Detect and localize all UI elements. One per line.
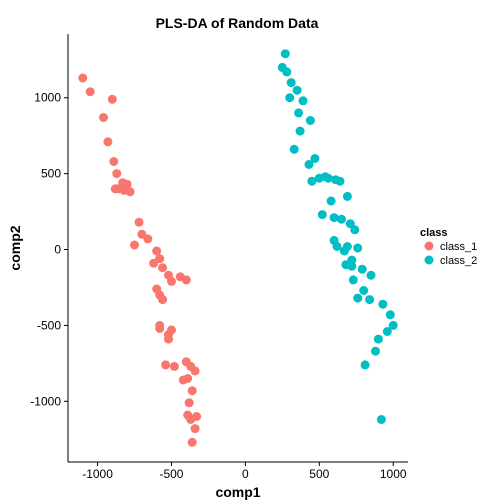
x-tick-label: -1000 <box>82 467 113 481</box>
point-class_2-0 <box>281 49 290 58</box>
point-class_1-32 <box>164 335 173 344</box>
point-class_1-33 <box>161 360 170 369</box>
point-class_2-37 <box>359 286 368 295</box>
point-class_2-44 <box>374 335 383 344</box>
point-class_2-45 <box>371 347 380 356</box>
point-class_2-5 <box>285 93 294 102</box>
point-class_1-24 <box>182 275 191 284</box>
chart-title: PLS-DA of Random Data <box>156 15 319 31</box>
point-class_1-13 <box>135 218 144 227</box>
point-class_2-2 <box>282 67 291 76</box>
point-class_1-6 <box>112 169 121 178</box>
point-class_2-9 <box>296 127 305 136</box>
point-class_2-33 <box>347 262 356 271</box>
point-class_2-46 <box>361 360 370 369</box>
y-axis-ticks: -1000 -500 0 500 1000 <box>30 91 68 409</box>
point-class_1-4 <box>103 137 112 146</box>
point-class_2-35 <box>367 271 376 280</box>
point-class_2-8 <box>306 116 315 125</box>
point-class_1-3 <box>99 113 108 122</box>
legend-title: class <box>420 227 448 239</box>
point-class_1-1 <box>86 87 95 96</box>
point-class_1-39 <box>179 376 188 385</box>
point-class_2-34 <box>358 265 367 274</box>
legend-key-class_2 <box>425 256 434 265</box>
y-tick-label: 1000 <box>34 91 61 105</box>
point-class_2-47 <box>377 415 386 424</box>
x-tick-label: -500 <box>159 467 183 481</box>
legend-label-class_1: class_1 <box>440 241 477 253</box>
y-tick-label: 500 <box>41 167 61 181</box>
point-class_2-36 <box>349 275 358 284</box>
point-class_1-5 <box>109 157 118 166</box>
legend-label-class_2: class_2 <box>440 255 477 267</box>
point-class_2-25 <box>350 225 359 234</box>
point-class_1-15 <box>143 234 152 243</box>
point-class_1-11 <box>126 187 135 196</box>
point-class_1-31 <box>167 326 176 335</box>
point-class_1-16 <box>130 241 139 250</box>
x-axis-title: comp1 <box>215 484 260 500</box>
data-points <box>78 49 397 447</box>
point-class_1-41 <box>185 398 194 407</box>
y-tick-label: -500 <box>37 318 61 332</box>
point-class_2-14 <box>307 177 316 186</box>
point-class_2-22 <box>330 213 339 222</box>
point-class_1-46 <box>188 438 197 447</box>
legend: class class_1 class_2 <box>420 227 477 267</box>
point-class_1-37 <box>191 366 200 375</box>
point-class_2-40 <box>378 300 387 309</box>
point-class_2-6 <box>299 96 308 105</box>
x-axis-ticks: -1000 -500 0 500 1000 <box>82 462 407 481</box>
x-tick-label: 0 <box>242 467 249 481</box>
point-class_1-20 <box>158 263 167 272</box>
point-class_2-18 <box>336 177 345 186</box>
x-tick-label: 1000 <box>380 467 407 481</box>
point-class_2-43 <box>383 327 392 336</box>
point-class_2-19 <box>343 192 352 201</box>
x-tick-label: 500 <box>309 467 329 481</box>
point-class_2-39 <box>365 295 374 304</box>
point-class_1-45 <box>191 424 200 433</box>
point-class_2-21 <box>318 210 327 219</box>
point-class_2-29 <box>343 242 352 251</box>
point-class_1-30 <box>155 321 164 330</box>
point-class_1-19 <box>149 259 158 268</box>
point-class_1-22 <box>167 277 176 286</box>
point-class_2-30 <box>353 244 362 253</box>
point-class_2-20 <box>327 197 336 206</box>
point-class_1-0 <box>78 74 87 83</box>
point-class_2-16 <box>324 174 333 183</box>
point-class_2-38 <box>353 294 362 303</box>
point-class_2-7 <box>294 108 303 117</box>
y-tick-label: 0 <box>54 243 61 257</box>
point-class_1-34 <box>170 362 179 371</box>
point-class_2-23 <box>337 215 346 224</box>
point-class_2-10 <box>290 145 299 154</box>
y-tick-label: -1000 <box>30 394 61 408</box>
point-class_1-44 <box>186 415 195 424</box>
point-class_1-12 <box>111 184 120 193</box>
y-axis-title: comp2 <box>7 225 23 270</box>
point-class_1-2 <box>108 95 117 104</box>
point-class_1-40 <box>188 386 197 395</box>
point-class_2-3 <box>287 78 296 87</box>
legend-key-class_1 <box>425 242 434 251</box>
point-class_2-41 <box>386 310 395 319</box>
point-class_1-27 <box>158 295 167 304</box>
point-class_2-4 <box>293 86 302 95</box>
point-class_2-12 <box>305 160 314 169</box>
